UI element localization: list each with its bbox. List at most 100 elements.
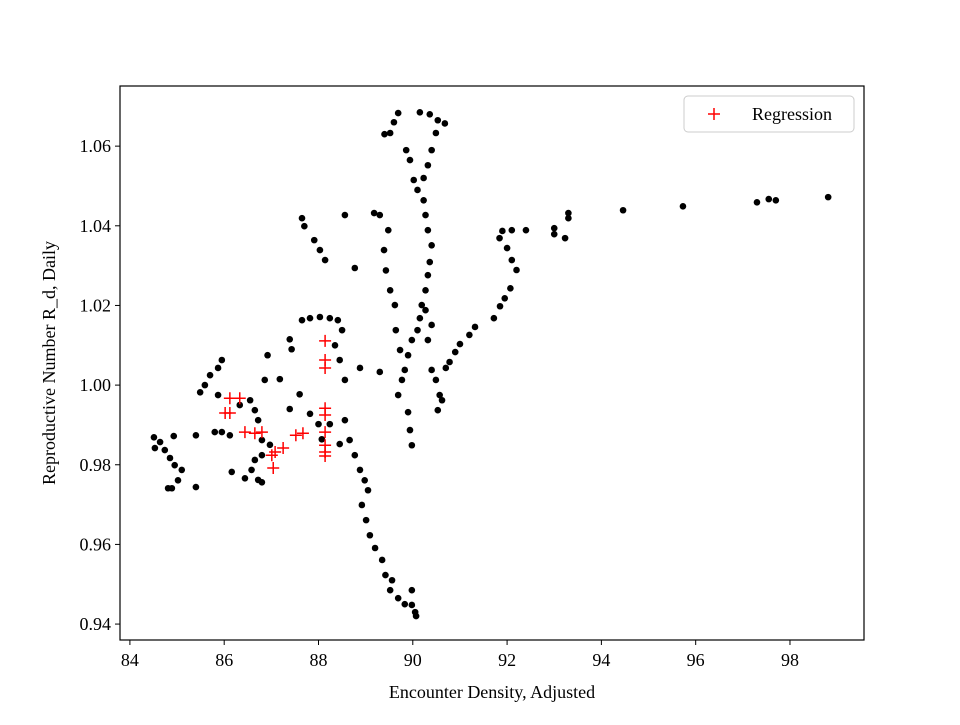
scatter-point (351, 264, 359, 272)
scatter-point (315, 420, 322, 428)
scatter-point (434, 116, 442, 124)
scatter-point (396, 346, 404, 354)
scatter-point (507, 285, 514, 292)
scatter-point (251, 406, 259, 414)
scatter-point (390, 118, 398, 126)
scatter-point (508, 226, 516, 234)
scatter-point (346, 436, 353, 444)
scatter-point (170, 432, 178, 440)
scatter-point (319, 361, 332, 374)
scatter-point (156, 438, 164, 446)
scatter-point (565, 209, 572, 217)
scatter-point (286, 405, 294, 413)
scatter-point (218, 356, 226, 364)
scatter-point (370, 209, 378, 217)
scatter-point (466, 331, 473, 339)
scatter-point (341, 376, 349, 384)
y-tick-label: 0.94 (80, 614, 112, 634)
scatter-point (410, 176, 418, 184)
y-tick-label: 0.96 (80, 534, 112, 554)
scatter-point (301, 222, 308, 230)
plot-frame (119, 85, 865, 641)
x-axis-label: Encounter Density, Adjusted (389, 682, 595, 702)
x-tick-label: 86 (215, 650, 233, 670)
scatter-point (289, 429, 302, 442)
scatter-point (402, 146, 410, 154)
y-tick-label: 0.98 (80, 455, 112, 475)
scatter-point (456, 340, 464, 348)
scatter-point (442, 364, 450, 372)
scatter-point (228, 468, 236, 476)
scatter-point (258, 436, 266, 444)
scatter-point (380, 246, 388, 254)
scatter-point (406, 426, 414, 434)
scatter-point (166, 454, 174, 462)
scatter-point (406, 156, 414, 164)
scatter-point (428, 146, 435, 154)
scatter-point (192, 483, 200, 491)
scatter-point (241, 475, 249, 482)
scatter-point (499, 227, 506, 235)
scatter-point (171, 461, 178, 469)
scatter-point (150, 433, 158, 441)
scatter-point (422, 306, 429, 314)
scatter-point (679, 202, 687, 210)
scatter-point (565, 214, 572, 222)
scatter-point (218, 428, 226, 436)
scatter-point (326, 420, 334, 428)
scatter-point (174, 476, 182, 484)
scatter-point (265, 449, 278, 462)
scatter-point (267, 461, 280, 474)
scatter-point (318, 435, 326, 443)
scatter-point (371, 544, 379, 552)
scatter-point (422, 287, 429, 294)
scatter-point (416, 108, 424, 116)
scatter-point (428, 366, 435, 374)
scatter-point (391, 301, 399, 309)
scatter-point (490, 314, 498, 322)
scatter-point (772, 197, 780, 204)
scatter-point (422, 211, 429, 219)
scatter-point (378, 556, 386, 564)
scatter-point (619, 206, 627, 214)
scatter-point (341, 211, 349, 219)
scatter-point (321, 256, 329, 264)
scatter-point (336, 440, 344, 448)
scatter-point (401, 366, 409, 374)
x-tick-label: 88 (309, 650, 327, 670)
scatter-point (238, 426, 251, 439)
scatter-point (331, 341, 339, 349)
scatter-point (356, 466, 364, 474)
scatter-point (362, 516, 370, 524)
scatter-point (214, 391, 222, 399)
scatter-point (251, 456, 259, 464)
scatter-point (446, 358, 453, 366)
legend-marker (708, 108, 720, 120)
scatter-point (161, 446, 169, 454)
scatter-point (508, 256, 516, 264)
scatter-point (503, 244, 511, 252)
scatter-point (258, 478, 266, 486)
scatter-point (361, 476, 368, 484)
scatter-point (388, 576, 396, 584)
x-tick-label: 84 (121, 650, 139, 670)
scatter-point (426, 258, 434, 266)
scatter-point (394, 391, 402, 399)
x-tick-label: 96 (687, 650, 705, 670)
scatter-point (248, 427, 261, 440)
scatter-point (276, 375, 284, 383)
scatter-point (201, 381, 209, 389)
scatter-point (386, 129, 394, 137)
scatter-point (351, 451, 359, 459)
scatter-point (550, 230, 558, 238)
scatter-point (550, 224, 558, 232)
scatter-point (386, 287, 394, 294)
scatter-point (319, 449, 332, 462)
scatter-point (451, 348, 459, 356)
scatter-point (288, 345, 295, 353)
scatter-point (418, 301, 426, 309)
scatter-point (376, 211, 384, 219)
scatter-point (428, 242, 435, 249)
scatter-point (420, 197, 427, 204)
